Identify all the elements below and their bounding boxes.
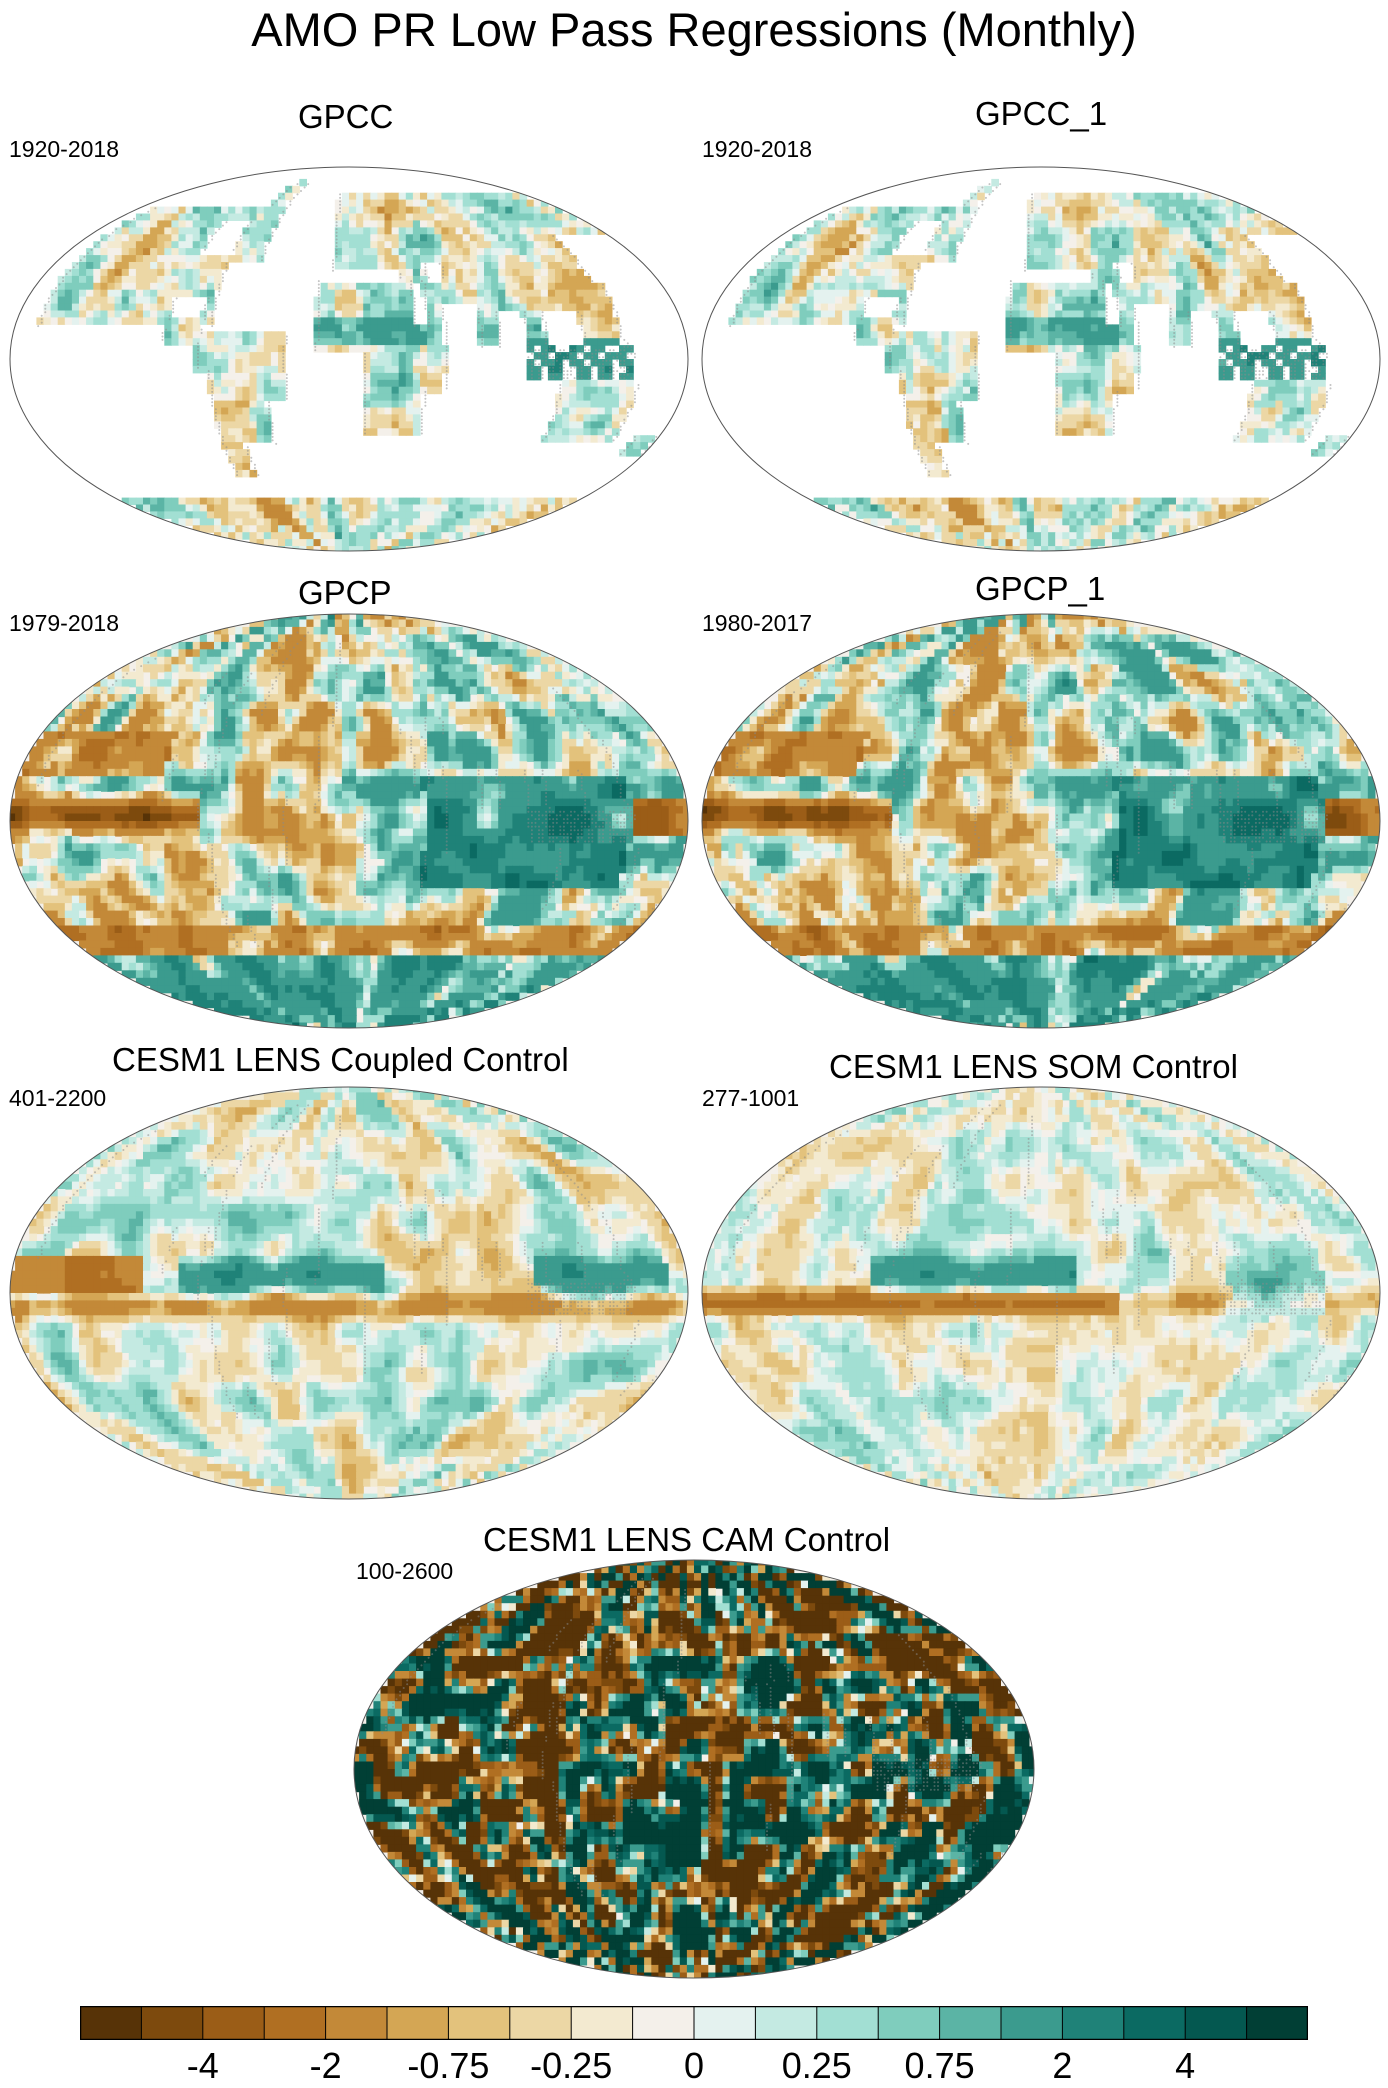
colorbar — [80, 2006, 1308, 2040]
coastlines — [37, 183, 658, 477]
colorbar-swatch — [1184, 2006, 1248, 2040]
colorbar-swatch — [1123, 2006, 1187, 2040]
map-gpcc — [9, 166, 689, 552]
panel-title: CESM1 LENS CAM Control — [483, 1521, 890, 1559]
panel-years: 100-2600 — [356, 1558, 453, 1584]
colorbar-swatch — [693, 2006, 757, 2040]
colorbar-swatch — [263, 2006, 327, 2040]
panel-years: 401-2200 — [9, 1085, 106, 1111]
panel-years: 277-1001 — [702, 1085, 799, 1111]
panel-years: 1920-2018 — [9, 136, 119, 162]
colorbar-tick-label: 4 — [1175, 2046, 1195, 2086]
colorbar-swatch — [877, 2006, 941, 2040]
colorbar-swatch — [632, 2006, 695, 2040]
panel-years: 1980-2017 — [702, 610, 812, 636]
coastlines — [381, 1577, 1004, 1897]
panel-title: GPCC — [298, 98, 393, 136]
map-gpcp-1 — [701, 613, 1381, 1029]
map-field — [10, 614, 688, 1028]
colorbar-tick-label: 0.75 — [905, 2046, 975, 2086]
panel-years: 1979-2018 — [9, 610, 119, 636]
colorbar-swatch — [1246, 2006, 1308, 2040]
panel-title: GPCP_1 — [975, 570, 1105, 608]
colorbar-tick-label: -0.75 — [407, 2046, 489, 2086]
colorbar-swatch — [140, 2006, 204, 2040]
colorbar-swatch — [939, 2006, 1002, 2040]
colorbar-swatch — [1000, 2006, 1064, 2040]
coastlines — [37, 1104, 658, 1419]
colorbar-tick-label: 0 — [684, 2046, 704, 2086]
coastlines — [729, 183, 1350, 477]
colorbar-swatch — [1061, 2006, 1125, 2040]
colorbar-tick-label: 2 — [1052, 2046, 1072, 2086]
panel-title: GPCC_1 — [975, 95, 1107, 133]
colorbar-swatch — [386, 2006, 450, 2040]
map-field — [702, 614, 1380, 1028]
colorbar-swatch — [816, 2006, 880, 2040]
map-field — [702, 1087, 1380, 1499]
main-title: AMO PR Low Pass Regressions (Monthly) — [0, 2, 1388, 58]
map-field — [354, 1560, 1034, 1978]
colorbar-swatch — [509, 2006, 573, 2040]
colorbar-swatch — [754, 2006, 818, 2040]
panel-title: CESM1 LENS Coupled Control — [112, 1041, 569, 1079]
colorbar-swatch — [80, 2006, 143, 2040]
colorbar-tick-label: 0.25 — [782, 2046, 852, 2086]
panel-title: CESM1 LENS SOM Control — [829, 1048, 1238, 1086]
colorbar-swatch — [447, 2006, 511, 2040]
colorbar-swatch — [202, 2006, 266, 2040]
panel-years: 1920-2018 — [702, 136, 812, 162]
colorbar-swatch — [570, 2006, 634, 2040]
coastlines — [729, 631, 1350, 947]
coastlines — [729, 1104, 1350, 1419]
colorbar-tick-label: -2 — [310, 2046, 342, 2086]
colorbar-swatch — [325, 2006, 389, 2040]
map-gpcc-1 — [701, 166, 1381, 552]
coastlines — [37, 631, 658, 947]
map-field — [10, 167, 688, 551]
colorbar-tick-label: -0.25 — [530, 2046, 612, 2086]
map-gpcp — [9, 613, 689, 1029]
map-cam-control — [353, 1559, 1035, 1979]
panel-title: GPCP — [298, 574, 392, 612]
colorbar-tick-label: -4 — [187, 2046, 219, 2086]
map-coupled-control — [9, 1086, 689, 1500]
map-field — [10, 1087, 688, 1499]
map-field — [702, 167, 1380, 551]
map-som-control — [701, 1086, 1381, 1500]
